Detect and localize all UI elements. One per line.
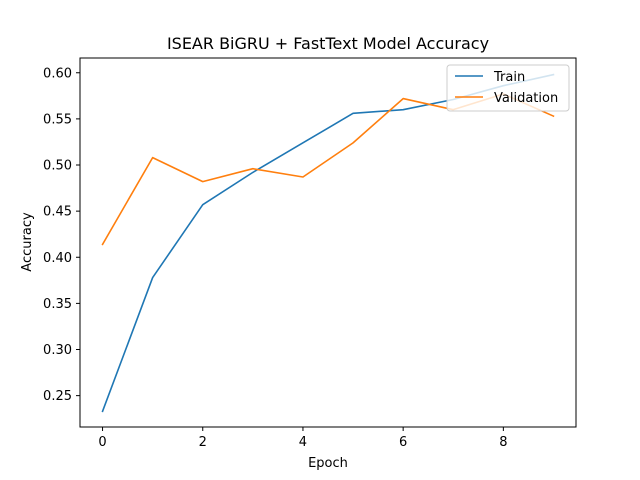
x-tick-label: 4: [299, 435, 307, 450]
x-tick-label: 6: [399, 435, 407, 450]
y-tick-label: 0.50: [43, 159, 72, 174]
x-tick-label: 2: [199, 435, 207, 450]
chart-title: ISEAR BiGRU + FastText Model Accuracy: [167, 34, 489, 53]
y-tick-label: 0.25: [43, 389, 72, 404]
y-tick-label: 0.30: [43, 343, 72, 358]
legend-label-train: Train: [493, 70, 525, 85]
y-tick-label: 0.45: [43, 205, 72, 220]
y-tick-label: 0.60: [43, 66, 72, 81]
y-axis-label: Accuracy: [20, 212, 35, 272]
x-axis: 0 2 4 6 8: [98, 427, 507, 450]
x-tick-label: 8: [499, 435, 507, 450]
y-tick-label: 0.35: [43, 297, 72, 312]
x-tick-label: 0: [98, 435, 106, 450]
axes-frame: [79, 57, 577, 428]
legend-label-validation: Validation: [494, 91, 558, 106]
legend: Train Validation: [446, 64, 570, 112]
x-axis-label: Epoch: [308, 456, 348, 471]
y-tick-label: 0.40: [43, 251, 72, 266]
y-axis: 0.25 0.30 0.35 0.40 0.45 0.50 0.55 0.60: [43, 66, 80, 404]
y-tick-label: 0.55: [43, 112, 72, 127]
